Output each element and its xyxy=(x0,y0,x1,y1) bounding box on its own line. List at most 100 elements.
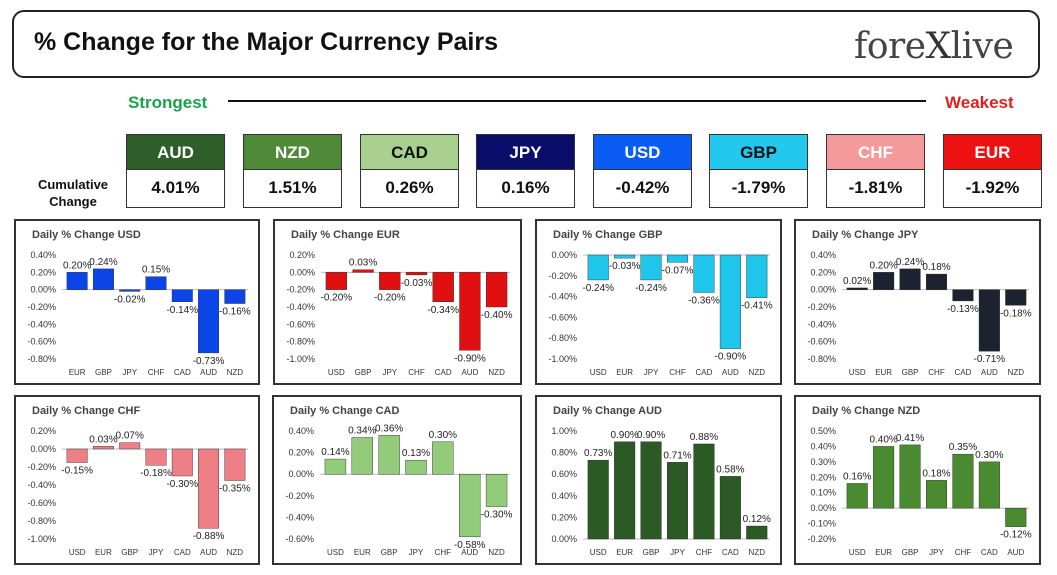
y-tick-label: 0.20% xyxy=(30,426,56,436)
data-label: -0.58% xyxy=(454,540,486,551)
data-label: -0.30% xyxy=(481,510,513,521)
data-label: -0.73% xyxy=(193,356,225,367)
y-tick-label: -0.40% xyxy=(285,512,314,522)
cumulative-value: -0.42% xyxy=(593,170,692,208)
x-tick-label: USD xyxy=(590,368,607,377)
logo-text-left: fore xyxy=(854,26,926,67)
y-tick-label: 0.20% xyxy=(288,448,314,458)
currency-box-aud: AUD 4.01% xyxy=(126,134,225,208)
data-label: 0.02% xyxy=(843,276,871,287)
data-label: 0.18% xyxy=(922,262,950,273)
y-tick-label: -0.80% xyxy=(27,354,56,364)
data-label: -0.30% xyxy=(166,479,198,490)
y-tick-label: 0.20% xyxy=(810,267,836,277)
y-tick-label: 0.60% xyxy=(551,469,577,479)
x-tick-label: USD xyxy=(849,548,866,557)
bar-chart: Daily % Change USD 0.40% 0.20% 0.00% -0.20% -… xyxy=(27,229,250,377)
y-tick-label: -0.20% xyxy=(286,285,315,295)
chart-title: Daily % Change JPY xyxy=(812,229,919,241)
x-tick-label: GBP xyxy=(902,548,919,557)
bar-chart: Daily % Change NZD 0.50% 0.40% 0.30% 0.20% 0.… xyxy=(807,405,1032,557)
data-label: 0.40% xyxy=(869,434,897,445)
currency-code: CAD xyxy=(360,134,459,170)
currency-box-usd: USD -0.42% xyxy=(593,134,692,208)
x-tick-label: CHF xyxy=(928,368,945,377)
x-tick-label: AUD xyxy=(722,368,739,377)
x-tick-label: JPY xyxy=(670,548,685,557)
y-tick-label: -0.20% xyxy=(807,534,836,544)
data-label: -0.40% xyxy=(481,310,513,321)
data-label: 0.41% xyxy=(896,433,924,444)
y-tick-label: -0.10% xyxy=(807,519,836,529)
y-tick-label: -0.60% xyxy=(807,337,836,347)
y-tick-label: -0.20% xyxy=(285,491,314,501)
x-tick-label: EUR xyxy=(354,548,371,557)
currency-code: USD xyxy=(593,134,692,170)
bar-eur xyxy=(614,441,636,540)
bar-chart: Daily % Change AUD 1.00% 0.80% 0.60% 0.40% 0.… xyxy=(551,405,771,557)
y-tick-label: -0.80% xyxy=(807,354,836,364)
bar-usd xyxy=(66,448,88,463)
x-tick-label: NZD xyxy=(488,368,505,377)
y-tick-label: -0.60% xyxy=(285,534,314,544)
data-label: 0.18% xyxy=(922,468,950,479)
x-tick-label: CAD xyxy=(174,548,191,557)
strongest-label: Strongest xyxy=(128,93,208,112)
x-tick-label: JPY xyxy=(929,548,944,557)
x-tick-label: CAD xyxy=(981,548,998,557)
bar-aud xyxy=(459,473,481,538)
currency-code: JPY xyxy=(476,134,575,170)
currency-code: EUR xyxy=(943,134,1042,170)
data-label: -0.35% xyxy=(219,484,251,495)
bar-cad xyxy=(171,289,193,302)
y-tick-label: -0.20% xyxy=(548,271,577,281)
y-tick-label: 0.40% xyxy=(30,250,56,260)
x-tick-label: EUR xyxy=(616,548,633,557)
bar-nzd xyxy=(486,272,508,308)
bar-aud xyxy=(1005,507,1027,527)
bar-cad xyxy=(171,448,193,477)
bar-chart: Daily % Change CAD 0.40% 0.20% 0.00% -0.20% -… xyxy=(285,405,513,557)
y-tick-label: -0.40% xyxy=(286,302,315,312)
bar-cad xyxy=(432,272,454,302)
bar-usd xyxy=(587,459,609,540)
data-label: 0.15% xyxy=(142,265,170,276)
y-tick-label: 0.00% xyxy=(30,444,56,454)
y-tick-label: 0.20% xyxy=(30,267,56,277)
currency-box-chf: CHF -1.81% xyxy=(826,134,925,208)
data-label: 0.35% xyxy=(949,442,977,453)
bar-eur xyxy=(873,446,895,509)
y-tick-label: -0.20% xyxy=(807,302,836,312)
x-tick-label: AUD xyxy=(981,368,998,377)
x-tick-label: CHF xyxy=(408,368,425,377)
data-label: 0.07% xyxy=(116,431,144,442)
bar-usd xyxy=(846,483,868,509)
bar-usd xyxy=(325,272,347,290)
y-tick-label: 0.20% xyxy=(810,472,836,482)
y-tick-label: 0.20% xyxy=(551,512,577,522)
logo-x-mark: X xyxy=(925,26,952,67)
cumulative-value: -1.79% xyxy=(709,170,808,208)
y-tick-label: 0.00% xyxy=(810,503,836,513)
cumulative-value: 1.51% xyxy=(243,170,342,208)
data-label: 0.90% xyxy=(610,430,638,441)
bar-gbp xyxy=(899,268,921,290)
chart-title: Daily % Change USD xyxy=(32,229,141,241)
x-tick-label: AUD xyxy=(1007,548,1024,557)
bar-cad xyxy=(693,254,715,293)
data-label: -0.36% xyxy=(688,295,720,306)
cumulative-value: -1.81% xyxy=(826,170,925,208)
bar-gbp xyxy=(378,435,400,475)
data-label: -0.24% xyxy=(582,283,614,294)
x-tick-label: CAD xyxy=(954,368,971,377)
chart-panel-2: Daily % Change EUR 0.20% 0.00% -0.20% -0.40%… xyxy=(273,219,522,385)
data-label: 0.58% xyxy=(716,464,744,475)
y-tick-label: 0.80% xyxy=(551,448,577,458)
x-tick-label: NZD xyxy=(749,368,766,377)
y-tick-label: 0.10% xyxy=(810,488,836,498)
data-label: -0.12% xyxy=(1000,530,1032,541)
y-tick-label: 0.40% xyxy=(810,250,836,260)
bar-chf xyxy=(432,441,454,475)
x-tick-label: CAD xyxy=(722,548,739,557)
data-label: 0.90% xyxy=(637,430,665,441)
